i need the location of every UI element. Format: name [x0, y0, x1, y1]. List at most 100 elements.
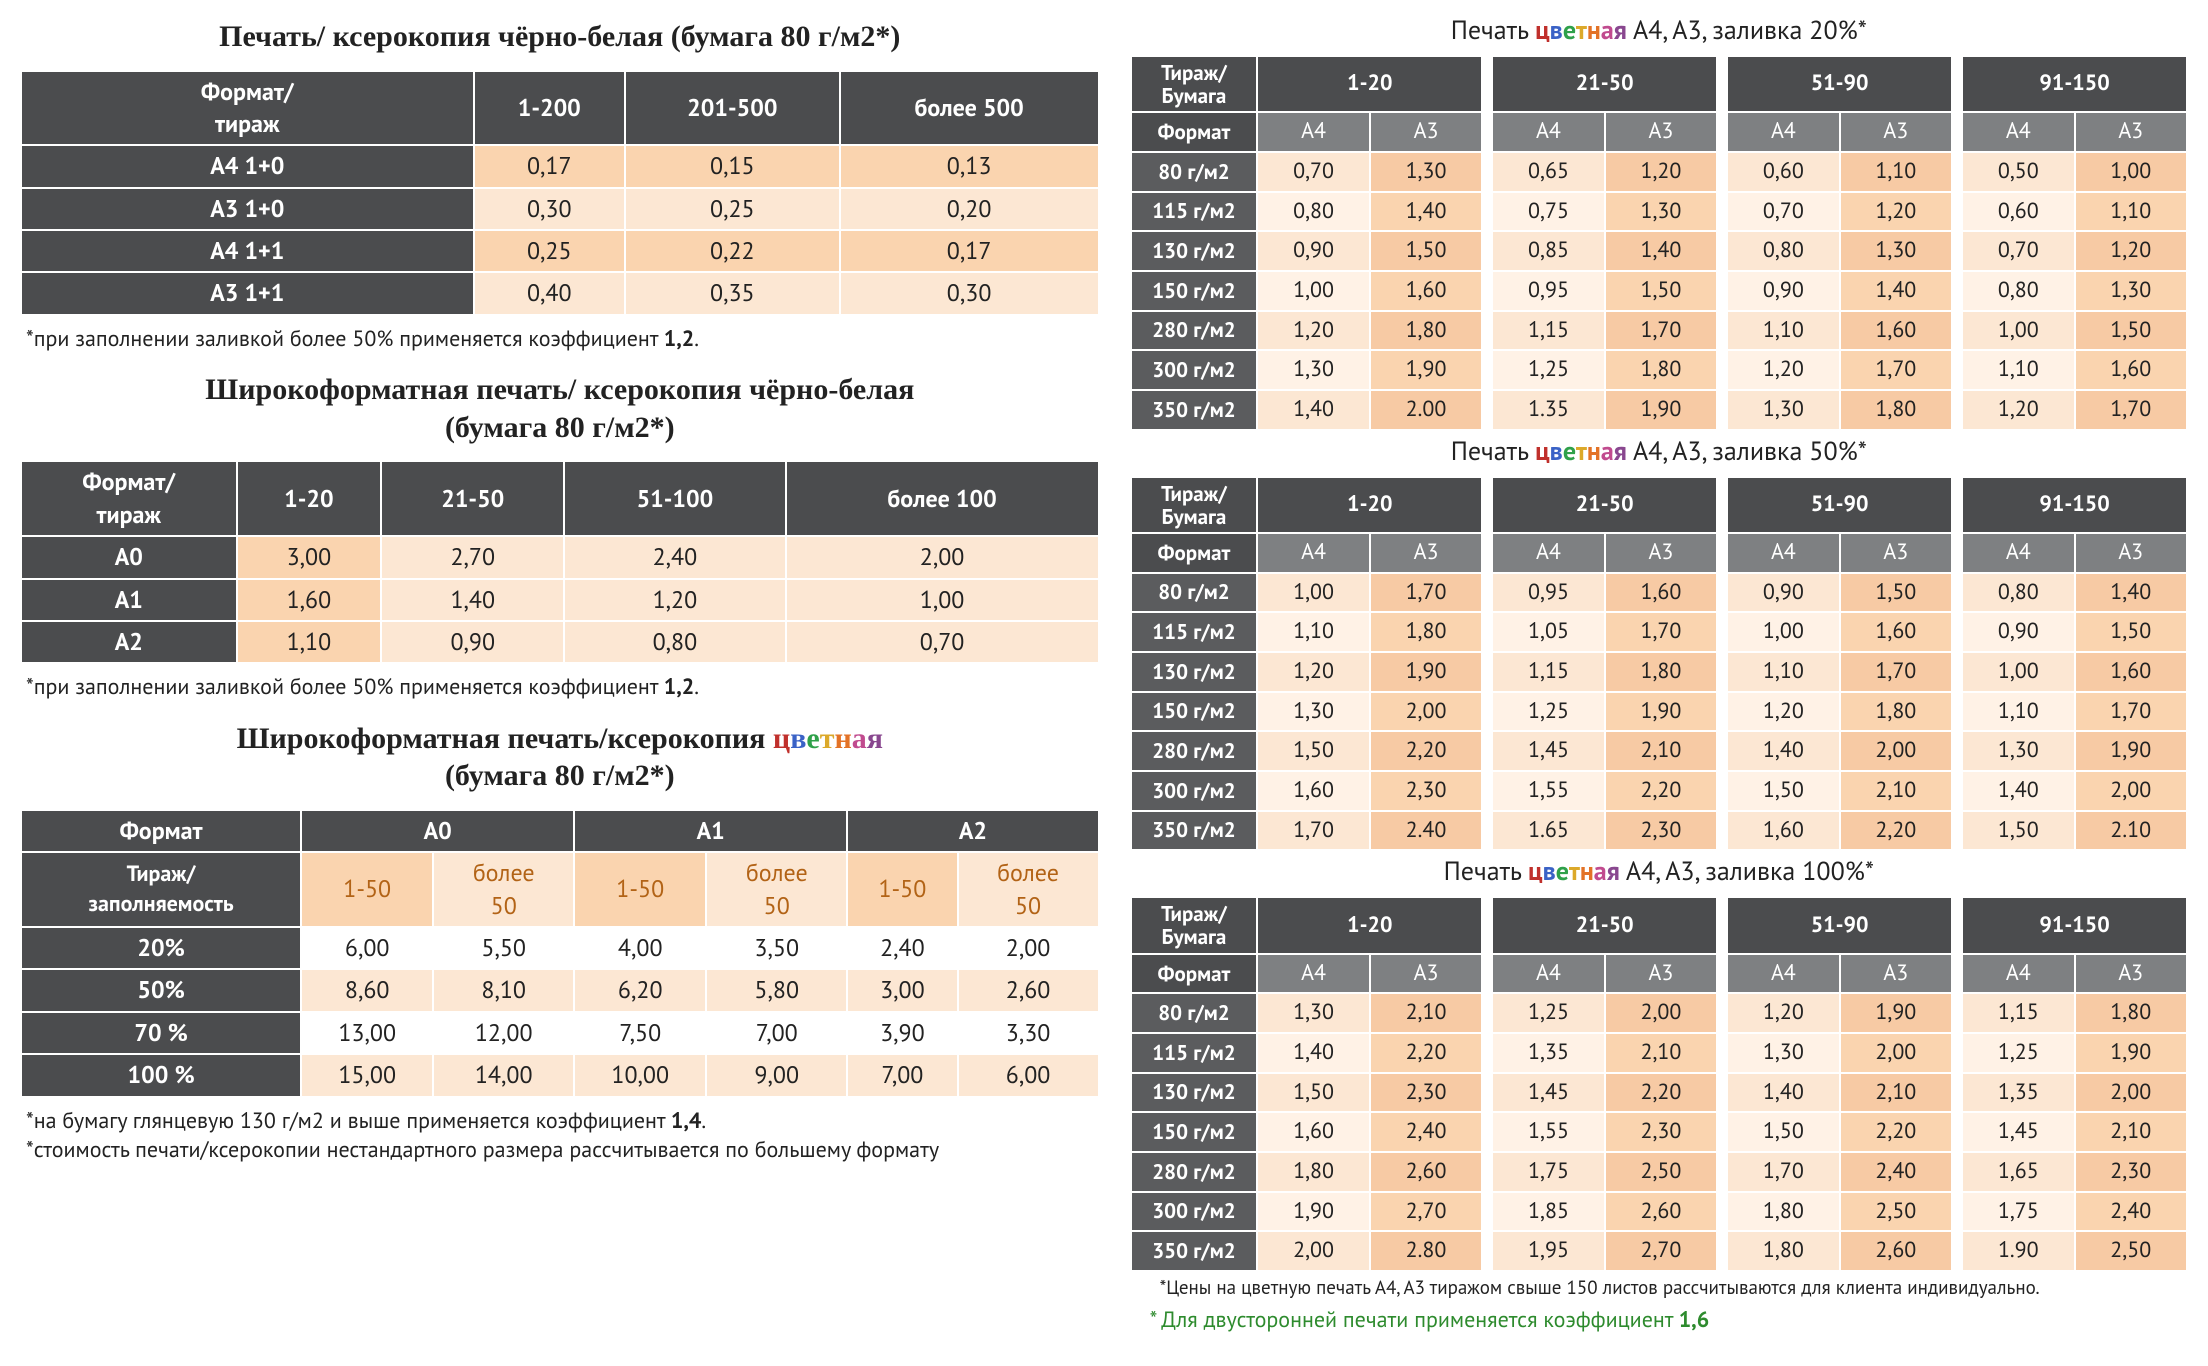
rt-sub-a4: А4	[1962, 954, 2074, 994]
rt-sub-a3: А3	[1840, 533, 1952, 573]
rt-sub-a3: А3	[1370, 112, 1482, 152]
t3-s2: 1-50	[574, 852, 706, 927]
rt-cell: 1,70	[1840, 350, 1952, 390]
right-table-100: Тираж/ Бумага1-2021-5051-9091-150ФорматА…	[1130, 896, 2188, 1272]
rt-cell: 1,20	[1727, 350, 1839, 390]
t3-rowhead: Тираж/ заполняемость	[21, 852, 301, 927]
rt-range: 51-90	[1727, 477, 1952, 533]
rt-sub-a4: А4	[1727, 112, 1839, 152]
t3-r1c3: 5,80	[706, 969, 847, 1011]
rt-cell: 1,50	[2075, 311, 2187, 351]
rt-corner: Тираж/ Бумага	[1131, 897, 1258, 953]
rt-cell: 1,75	[1962, 1192, 2074, 1232]
rt-cell: 1,25	[1962, 1033, 2074, 1073]
rt-cell: 2,10	[1840, 771, 1952, 811]
color-word-icon: цветная	[773, 722, 883, 755]
t2-r1c1: 1,40	[381, 579, 564, 621]
rt-cell: 1,90	[2075, 731, 2187, 771]
rt-cell: 1,70	[1727, 1152, 1839, 1192]
rt-cell: 1,90	[1370, 350, 1482, 390]
rt-cell: 2,60	[1605, 1192, 1717, 1232]
rt-cell: 2.40	[1370, 811, 1482, 851]
rt-cell: 2,30	[1370, 1073, 1482, 1113]
rt-cell: 2,00	[1257, 1231, 1369, 1271]
rt-cell: 1.65	[1492, 811, 1604, 851]
rt-sub-a3: А3	[1840, 954, 1952, 994]
rt-cell: 1,10	[1962, 692, 2074, 732]
t2-r2c3: 0,70	[786, 621, 1099, 663]
t3-r2-label: 70 %	[21, 1012, 301, 1054]
rt-cell: 2,50	[1605, 1152, 1717, 1192]
rt-cell: 1,80	[1840, 692, 1952, 732]
rt-cell: 1,05	[1492, 612, 1604, 652]
t1-r2c0: 0,25	[474, 230, 625, 272]
rt-cell: 1,10	[1257, 612, 1369, 652]
rt-cell: 0,95	[1492, 271, 1604, 311]
t1-r0c1: 0,15	[625, 145, 840, 187]
rt-rowlabel: 150 г/м2	[1131, 692, 1258, 732]
rt-cell: 1,30	[1840, 231, 1952, 271]
rt-cell: 2,40	[1840, 1152, 1952, 1192]
t2-r0c0: 3,00	[237, 536, 382, 578]
t3-r2c0: 13,00	[301, 1012, 433, 1054]
rt-cell: 1,20	[1605, 152, 1717, 192]
rt-range: 51-90	[1727, 56, 1952, 112]
t3-r2c4: 3,90	[847, 1012, 957, 1054]
rt-cell: 1,20	[1962, 390, 2074, 430]
t1-r3c2: 0,30	[840, 272, 1099, 314]
rt-cell: 2,50	[1840, 1192, 1952, 1232]
rt-cell: 0,65	[1492, 152, 1604, 192]
t1-r3c1: 0,35	[625, 272, 840, 314]
rt-cell: 2,20	[1840, 811, 1952, 851]
rt-sub-a3: А3	[1370, 533, 1482, 573]
rt-cell: 1,60	[1257, 771, 1369, 811]
rt-range: 91-150	[1962, 56, 2187, 112]
rt-cell: 1,00	[1257, 271, 1369, 311]
rt-cell: 2,20	[1605, 771, 1717, 811]
t1-r0-label: А4 1+0	[21, 145, 474, 187]
t3-r3c4: 7,00	[847, 1054, 957, 1096]
color-word-icon: цветная	[1535, 435, 1627, 468]
rt-cell: 1,90	[1257, 1192, 1369, 1232]
t1-r3-label: А3 1+1	[21, 272, 474, 314]
rt-rowlabel: 300 г/м2	[1131, 350, 1258, 390]
t3-r2c1: 12,00	[433, 1012, 574, 1054]
rt-cell: 1,50	[1257, 1073, 1369, 1113]
rt-rowlabel: 150 г/м2	[1131, 271, 1258, 311]
rt-cell: 1,30	[2075, 271, 2187, 311]
rt-cell: 1,20	[1840, 192, 1952, 232]
rt-sub-a4: А4	[1962, 533, 2074, 573]
rt-cell: 1,15	[1492, 311, 1604, 351]
rt-cell: 1,25	[1492, 993, 1604, 1033]
rt-range: 21-50	[1492, 897, 1717, 953]
rt-cell: 0,70	[1257, 152, 1369, 192]
rt-cell: 0,90	[1727, 573, 1839, 613]
t3-r3c3: 9,00	[706, 1054, 847, 1096]
t1-r2c2: 0,17	[840, 230, 1099, 272]
rt-cell: 1,30	[1257, 692, 1369, 732]
rt-cell: 1,30	[1727, 390, 1839, 430]
t1-r3c0: 0,40	[474, 272, 625, 314]
rt-sub-a4: А4	[1257, 954, 1369, 994]
rt-cell: 1,30	[1605, 192, 1717, 232]
rt-sub-a3: А3	[1370, 954, 1482, 994]
t2-r2c1: 0,90	[381, 621, 564, 663]
t1-r2-label: А4 1+1	[21, 230, 474, 272]
rt-cell: 1,60	[1840, 311, 1952, 351]
t3-r0c2: 4,00	[574, 927, 706, 969]
rt-cell: 1,40	[1962, 771, 2074, 811]
color-word-icon: цветная	[1528, 855, 1620, 888]
t2-col2: 51-100	[564, 461, 785, 536]
t3-r1c5: 2,60	[958, 969, 1099, 1011]
t3-r3c0: 15,00	[301, 1054, 433, 1096]
t2-r2c0: 1,10	[237, 621, 382, 663]
rt-rowlabel: 350 г/м2	[1131, 1231, 1258, 1271]
t3-r2c5: 3,30	[958, 1012, 1099, 1054]
t3-r1-label: 50%	[21, 969, 301, 1011]
rt-cell: 1,55	[1492, 1112, 1604, 1152]
rt-cell: 1,60	[1605, 573, 1717, 613]
t2-footnote: *при заполнении заливкой более 50% приме…	[26, 674, 1094, 702]
t3-g0: А0	[301, 810, 574, 852]
t1-r1c0: 0,30	[474, 188, 625, 230]
t3-r3c2: 10,00	[574, 1054, 706, 1096]
